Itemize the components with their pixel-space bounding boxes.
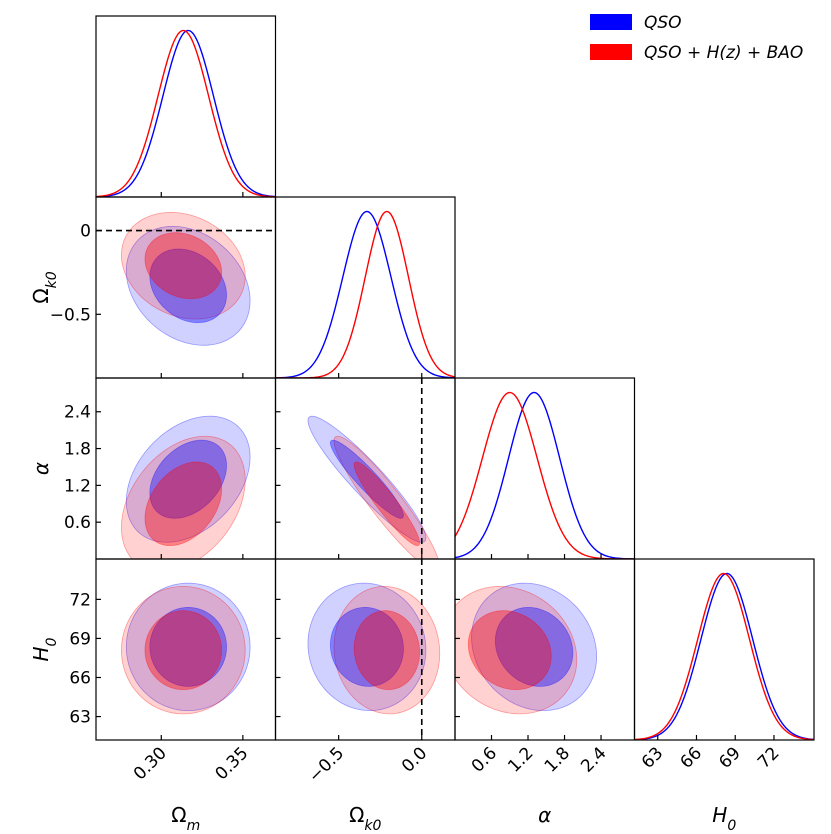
y-tick-label-al: 1.2 [64,476,91,496]
panel-al-om: 0.6 1.2 1.8 2.4 [64,377,277,560]
y-tick-label-al: 0.6 [64,513,91,533]
legend-label-combined: QSO + H(z) + BAO [644,43,803,63]
contour-combined-68-ok-om [144,232,223,300]
marginal-curve-combined-ok [275,210,455,378]
y-tick-label-h0: 69 [69,629,91,649]
x-tick-label-h0: 69 [715,743,744,772]
y-tick-label-al: 1.8 [64,440,91,460]
x-tick-label-ok: 0.0 [398,743,431,776]
marginal-curve-qso-al [455,391,635,559]
contour-combined-68-h0-ok [353,610,421,691]
contour-qso-68-al-ok [329,439,404,519]
x-tick-label-al: 0.6 [468,743,501,776]
contour-qso-95-h0-al [471,582,598,712]
legend-swatch-qso [590,14,632,30]
y-tick-label-h0: 72 [69,590,91,610]
y-axis-label-h0: H0 [29,637,60,661]
panel-al-al [454,377,636,560]
contour-combined-95-al-om [120,435,246,559]
x-tick-label-al: 1.2 [504,743,537,776]
x-axis-label-om: Ωm [171,803,200,834]
x-axis-label-al: α [538,803,551,827]
contour-combined-95-ok-om [120,212,246,320]
y-axis-label-ok: Ωk0 [29,271,60,303]
panel-ok-om: −0.5 0 [50,196,277,379]
x-axis-label-ok: Ωk0 [349,803,381,834]
contour-qso-68-al-om [149,439,227,519]
contour-qso-95-ok-om [125,225,251,346]
y-tick-label-h0: 66 [69,668,91,688]
panel-frame [633,558,815,741]
marginal-curve-combined-h0 [634,572,814,740]
panel-h0-ok: −0.5 0.0 [274,558,456,787]
marginal-curve-qso-om [96,29,276,197]
x-tick-label-h0: 72 [754,743,783,772]
contour-combined-68-al-ok [353,461,421,547]
panel-frame [95,15,277,198]
x-tick-label-al: 1.8 [541,743,574,776]
panel-om-om [95,15,277,198]
contour-combined-95-h0-om [120,586,246,715]
contour-combined-95-al-ok [333,435,439,559]
y-tick-label-h0: 63 [69,708,91,728]
x-tick-label-ok: −0.5 [305,743,348,786]
contour-qso-95-al-om [125,415,251,543]
contour-combined-95-h0-ok [333,586,441,715]
panel-h0-om: 0.30 0.35 63 66 69 72 [69,558,277,784]
contour-qso-68-h0-om [149,607,227,687]
marginal-curve-qso-h0 [634,572,814,740]
x-tick-label-al: 2.4 [577,743,610,776]
legend: QSO QSO + H(z) + BAO [590,13,803,63]
marginal-curve-combined-al [455,391,635,559]
contour-qso-95-al-ok [307,415,427,543]
contour-combined-68-h0-om [144,610,223,691]
x-tick-label-h0: 63 [638,743,667,772]
contour-qso-95-h0-om [125,582,251,711]
panel-h0-al: 0.6 1.2 1.8 2.4 [454,558,636,777]
contour-combined-68-al-om [144,461,223,547]
y-tick-label-ok: −0.5 [50,305,91,325]
legend-label-qso: QSO [644,13,682,33]
legend-swatch-combined [590,44,632,60]
contour-qso-68-h0-ok [329,606,404,687]
contour-combined-95-h0-al [455,586,578,715]
marginal-curve-qso-ok [275,210,455,378]
axis-labels: Ωm Ωk0 α H0 Ωk0 α H0 [29,271,736,834]
panel-al-ok [274,377,456,560]
y-tick-label-al: 2.4 [64,403,91,423]
contour-combined-68-h0-al [467,610,552,691]
contour-qso-68-ok-om [149,248,227,324]
contour-qso-95-h0-ok [307,582,427,712]
marginal-curve-combined-om [96,29,276,197]
panel-h0-h0: 63 66 69 72 [633,558,815,773]
y-axis-label-al: α [29,462,53,475]
x-tick-label-h0: 66 [677,743,706,772]
x-tick-label-om: 0.35 [211,743,252,784]
panel-ok-ok [274,196,456,379]
y-tick-label-ok: 0 [80,222,91,242]
x-tick-label-om: 0.30 [130,743,171,784]
contour-qso-68-h0-al [494,607,574,687]
x-axis-label-h0: H0 [712,803,736,834]
